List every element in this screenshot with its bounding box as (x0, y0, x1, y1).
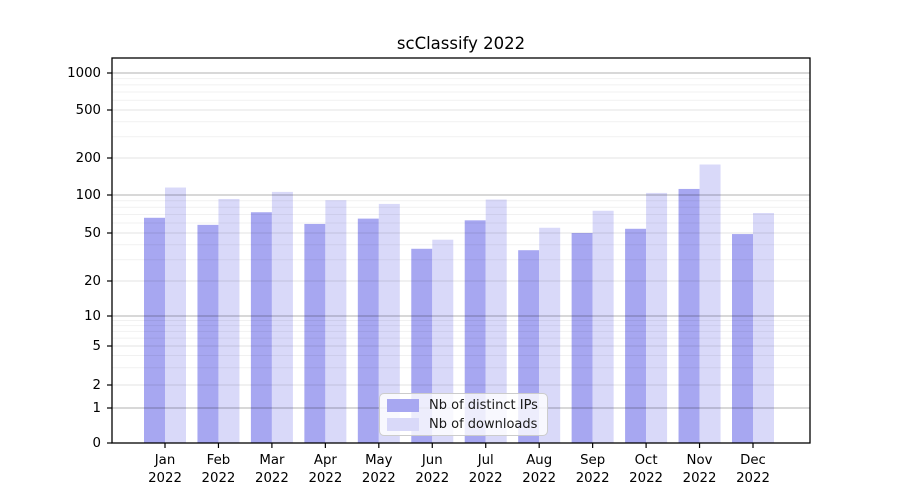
y-tick-label-500: 500 (75, 102, 101, 118)
x-tick-label-apr: Apr 2022 (308, 453, 343, 486)
legend: Nb of distinct IPs Nb of downloads (379, 393, 548, 436)
legend-row-distinct-ips: Nb of distinct IPs (387, 398, 539, 413)
y-tick-label-0: 0 (92, 435, 101, 451)
x-tick-label-feb: Feb 2022 (201, 453, 236, 486)
x-tick-label-aug: Aug 2022 (522, 453, 557, 486)
bar-nb-of-distinct-ips-nov (678, 188, 700, 443)
x-tick-label-mar: Mar 2022 (254, 453, 289, 486)
bar-nb-of-downloads-jul (485, 199, 507, 443)
legend-row-downloads: Nb of downloads (387, 417, 539, 432)
legend-swatch-distinct-ips (387, 398, 419, 412)
bar-nb-of-distinct-ips-jan (144, 217, 165, 443)
bar-nb-of-downloads-jun (432, 239, 454, 443)
y-tick-label-1000: 1000 (67, 65, 101, 81)
bar-nb-of-downloads-may (378, 203, 400, 443)
bar-nb-of-downloads-jan (165, 187, 186, 443)
y-tick-label-2: 2 (92, 377, 101, 393)
bar-nb-of-distinct-ips-feb (197, 224, 219, 443)
x-tick-label-nov: Nov 2022 (682, 453, 717, 486)
x-tick-label-may: May 2022 (361, 453, 396, 486)
y-tick-label-5: 5 (92, 338, 101, 354)
bar-nb-of-distinct-ips-may (357, 218, 379, 443)
legend-swatch-downloads (387, 417, 419, 431)
bar-nb-of-downloads-mar (271, 191, 293, 443)
x-tick-label-dec: Dec 2022 (736, 453, 770, 486)
bar-nb-of-distinct-ips-apr (304, 223, 326, 443)
y-tick-label-1: 1 (92, 400, 101, 416)
bar-nb-of-downloads-sep (592, 210, 614, 443)
bar-nb-of-distinct-ips-dec (731, 234, 753, 443)
x-tick-label-jun: Jun 2022 (415, 453, 450, 486)
legend-label-downloads: Nb of downloads (429, 416, 538, 432)
bar-nb-of-downloads-dec (752, 213, 774, 443)
y-tick-label-100: 100 (75, 187, 101, 203)
bar-nb-of-distinct-ips-jul (464, 220, 486, 443)
bar-nb-of-downloads-feb (218, 198, 240, 443)
y-tick-label-10: 10 (84, 308, 101, 324)
bar-nb-of-downloads-oct (646, 192, 668, 443)
x-tick-label-jul: Jul 2022 (468, 453, 503, 486)
x-tick-label-jan: Jan 2022 (148, 453, 182, 486)
bar-nb-of-downloads-nov (699, 164, 721, 443)
bar-nb-of-distinct-ips-mar (250, 212, 272, 443)
bar-nb-of-distinct-ips-oct (625, 228, 647, 443)
y-tick-label-50: 50 (84, 225, 101, 241)
bar-nb-of-distinct-ips-sep (571, 233, 593, 443)
y-tick-label-200: 200 (75, 150, 101, 166)
chart-title: scClassify 2022 (396, 34, 526, 53)
plot-border (111, 57, 811, 444)
bar-nb-of-downloads-aug (539, 227, 561, 443)
y-tick-label-20: 20 (84, 273, 101, 289)
x-tick-label-oct: Oct 2022 (629, 453, 663, 486)
x-tick-label-sep: Sep 2022 (575, 453, 610, 486)
bar-nb-of-downloads-apr (325, 200, 347, 443)
legend-label-distinct-ips: Nb of distinct IPs (429, 397, 538, 413)
